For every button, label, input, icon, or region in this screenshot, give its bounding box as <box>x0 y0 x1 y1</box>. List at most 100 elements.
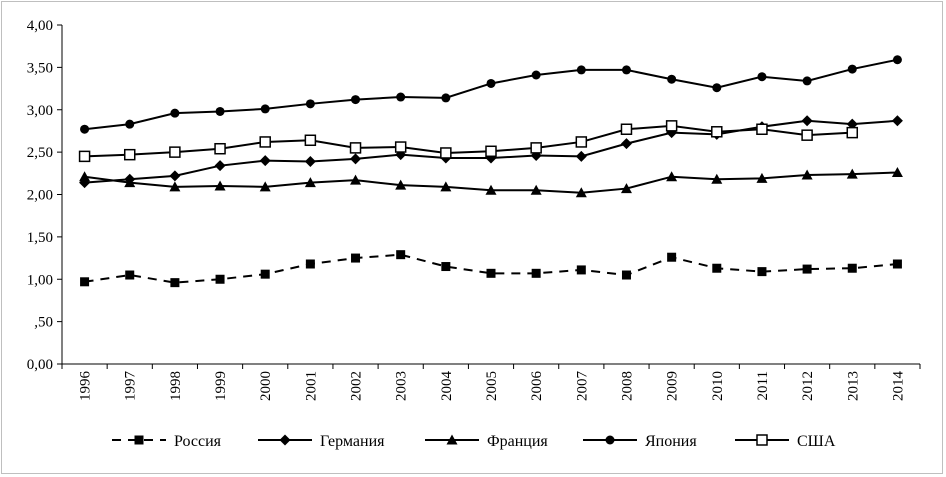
data-point <box>575 150 587 162</box>
x-tick-label: 2006 <box>529 371 545 402</box>
y-tick-label: 2,00 <box>27 188 53 204</box>
y-tick-label: 1,50 <box>27 230 53 246</box>
data-point <box>440 147 452 159</box>
x-tick-label: 1997 <box>123 371 139 402</box>
legend-label: Германия <box>320 433 385 450</box>
y-tick-label: 2,50 <box>27 145 53 161</box>
series-layer <box>78 55 903 288</box>
data-point <box>620 123 633 135</box>
data-point <box>846 126 859 139</box>
legend-item: США <box>735 433 836 450</box>
x-tick-label: 2014 <box>890 371 906 402</box>
x-tick-label: 2010 <box>710 371 726 401</box>
data-point <box>214 180 226 191</box>
data-point <box>125 119 135 129</box>
x-tick-label: 2012 <box>800 371 816 401</box>
data-point <box>667 252 677 262</box>
data-point <box>305 259 315 269</box>
data-point <box>169 146 181 158</box>
data-point <box>79 171 91 182</box>
series-line <box>84 253 898 284</box>
data-point <box>441 262 451 272</box>
data-point <box>350 153 362 165</box>
data-point <box>620 138 632 150</box>
data-point <box>576 265 586 275</box>
x-tick-label: 2011 <box>755 371 771 400</box>
series-5 <box>78 120 859 163</box>
legend-label: США <box>797 433 836 450</box>
data-point <box>531 70 541 80</box>
y-tick-label: 4,00 <box>27 18 53 34</box>
x-tick-label: 1999 <box>213 371 229 401</box>
data-point <box>847 64 857 74</box>
data-point <box>802 264 812 274</box>
data-point <box>665 120 678 132</box>
data-point <box>260 269 270 279</box>
series-3 <box>79 166 903 198</box>
data-point <box>575 187 587 198</box>
data-point <box>711 173 723 184</box>
legend-marker <box>756 434 768 446</box>
data-point <box>394 141 407 153</box>
data-point <box>304 177 316 188</box>
data-point <box>214 160 226 172</box>
legend-label: Франция <box>487 433 548 450</box>
data-point <box>712 263 722 273</box>
data-point <box>756 172 768 183</box>
data-point <box>396 92 406 102</box>
data-point <box>304 155 316 167</box>
data-point <box>170 278 180 288</box>
data-point <box>80 124 90 134</box>
data-point <box>802 76 812 86</box>
legend-item: Германия <box>258 433 385 450</box>
y-tick-label: ,50 <box>34 315 53 331</box>
data-point <box>80 277 90 287</box>
data-point <box>892 259 902 269</box>
x-tick-label: 2000 <box>258 371 274 401</box>
data-point <box>531 268 541 278</box>
data-point <box>530 184 542 195</box>
data-point <box>847 263 857 273</box>
data-point <box>351 95 361 105</box>
data-point <box>259 155 271 167</box>
legend-marker <box>134 435 144 445</box>
data-point <box>215 274 225 284</box>
data-point <box>620 183 632 194</box>
data-point <box>396 250 406 260</box>
data-point <box>124 177 136 188</box>
data-point <box>801 115 813 127</box>
data-point <box>711 126 723 138</box>
data-point <box>304 134 317 147</box>
data-point <box>395 179 407 190</box>
data-point <box>351 253 361 263</box>
y-axis-ticks: 0,00 ,50 1,00 1,50 2,00 2,50 3,00 3,50 4,00 <box>27 18 62 373</box>
data-point <box>485 145 497 158</box>
data-point <box>349 142 362 154</box>
data-point <box>215 106 225 116</box>
x-tick-label: 2005 <box>484 371 500 401</box>
data-point <box>891 115 903 127</box>
legend-label: Россия <box>174 433 222 450</box>
x-tick-label: 2013 <box>845 371 861 401</box>
data-point <box>712 83 722 93</box>
data-point <box>440 181 452 192</box>
data-point <box>621 65 631 75</box>
data-point <box>169 170 181 182</box>
data-point <box>214 142 226 155</box>
x-tick-label: 1998 <box>168 371 184 401</box>
x-tick-label: 2001 <box>303 371 319 401</box>
data-point <box>441 93 451 103</box>
data-point <box>801 169 813 180</box>
x-tick-label: 2008 <box>619 371 635 401</box>
data-point <box>350 174 362 185</box>
data-point <box>892 55 902 65</box>
data-point <box>575 136 588 148</box>
data-point <box>667 74 677 84</box>
y-tick-label: 3,00 <box>27 103 53 119</box>
data-point <box>259 181 271 192</box>
legend-item: Япония <box>583 433 697 450</box>
legend-marker <box>605 435 615 445</box>
series-line <box>84 124 853 158</box>
data-point <box>260 104 270 114</box>
